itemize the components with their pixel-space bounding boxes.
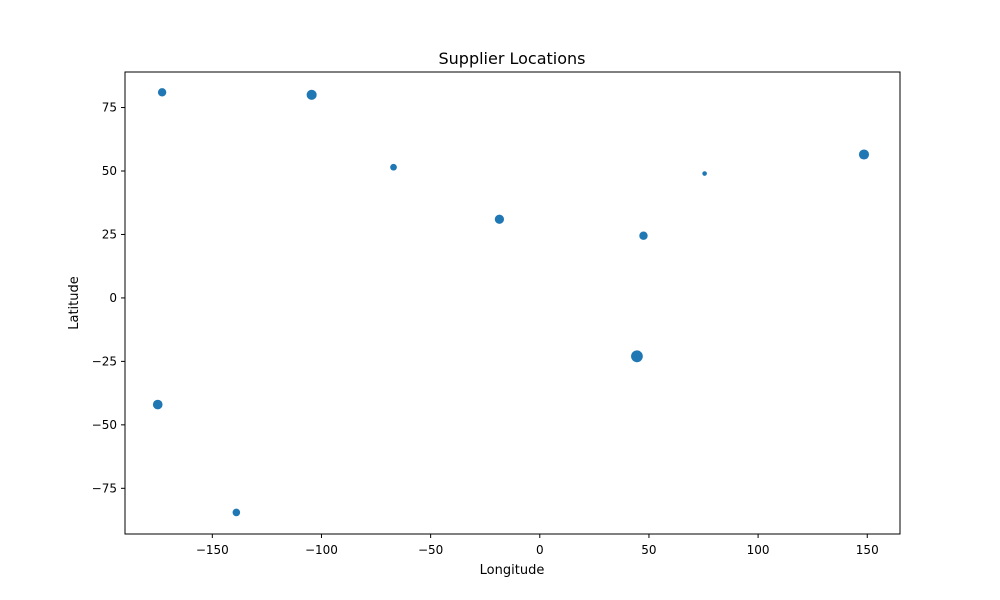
y-axis-label: Latitude <box>67 276 82 330</box>
x-axis-ticks: −150 −100 −50 0 50 100 150 <box>196 534 879 557</box>
x-tick-label: 100 <box>747 543 770 557</box>
y-tick-label: 75 <box>102 101 117 115</box>
scatter-point-7 <box>858 149 870 160</box>
x-tick-label: −100 <box>305 543 338 557</box>
scatter-point-6 <box>702 171 707 176</box>
y-tick-label: −50 <box>92 418 117 432</box>
x-tick-label: 50 <box>641 543 656 557</box>
x-axis-label: Longitude <box>480 563 545 578</box>
y-tick-label: −75 <box>92 481 117 495</box>
scatter-point-9 <box>152 399 163 410</box>
scatter-point-3 <box>390 163 397 171</box>
y-tick-label: 0 <box>109 291 117 305</box>
scatter-point-4 <box>494 214 505 224</box>
plot-frame <box>124 71 901 535</box>
scatter-point-5 <box>639 231 648 240</box>
x-tick-label: 150 <box>856 543 879 557</box>
x-tick-label: 0 <box>536 543 544 557</box>
y-tick-label: 50 <box>102 164 117 178</box>
scatter-point-10 <box>232 508 241 517</box>
x-tick-label: −50 <box>418 543 443 557</box>
y-axis-ticks: −75 −50 −25 0 25 50 75 <box>92 101 125 495</box>
scatter-point-1 <box>157 88 167 97</box>
y-tick-label: −25 <box>92 354 117 368</box>
scatter-point-8 <box>631 350 643 363</box>
points-layer <box>152 88 870 517</box>
chart-title: Supplier Locations <box>438 49 585 68</box>
scatter-point-2 <box>306 89 317 100</box>
x-tick-label: −150 <box>196 543 229 557</box>
y-tick-label: 25 <box>102 227 117 241</box>
